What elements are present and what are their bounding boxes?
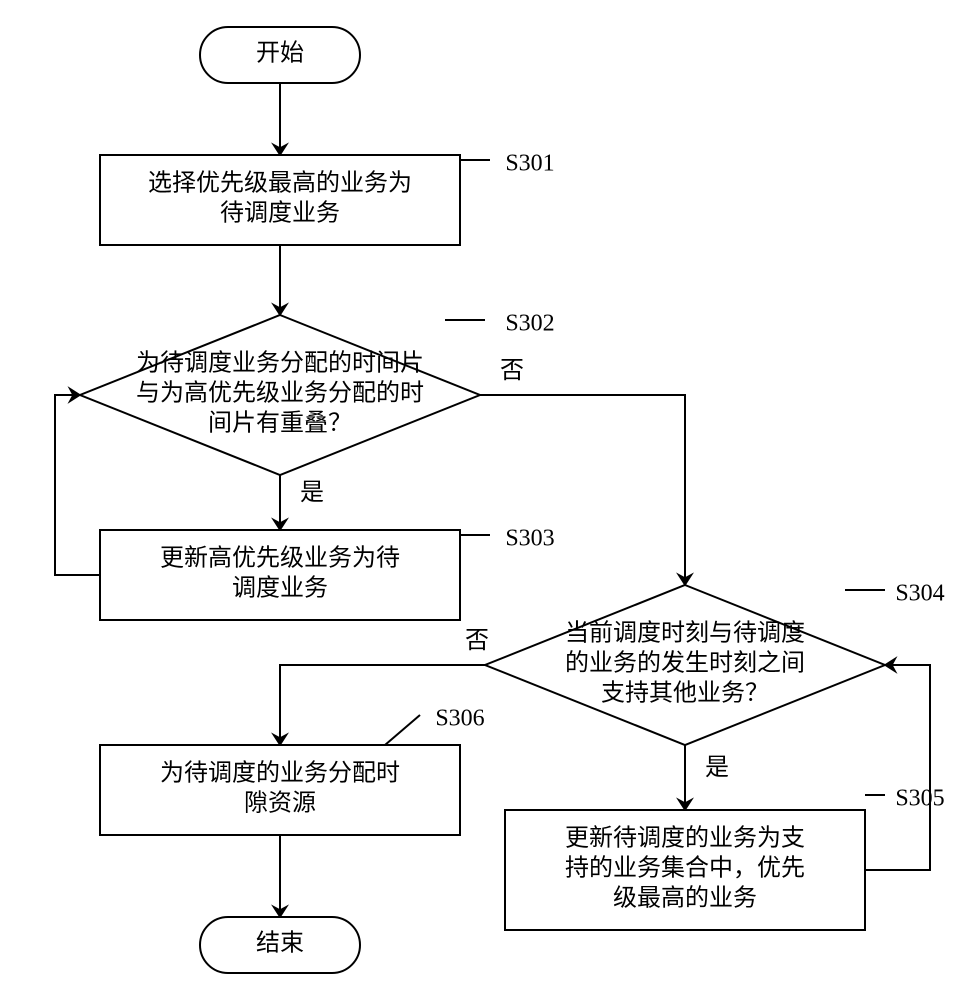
node-text: 为待调度的业务分配时 xyxy=(160,760,400,787)
node-text: 间片有重叠？ xyxy=(208,410,352,437)
edge-label: 否 xyxy=(465,628,489,654)
step-tag: S306 xyxy=(435,706,484,732)
node-text: 更新待调度的业务为支 xyxy=(565,825,805,852)
edge xyxy=(865,665,930,870)
edge xyxy=(55,395,100,575)
step-tag: S301 xyxy=(505,151,554,177)
node-text: 当前调度时刻与待调度 xyxy=(565,620,805,647)
step-tag: S305 xyxy=(895,786,944,812)
edge-label: 是 xyxy=(705,755,729,781)
edge xyxy=(480,395,685,585)
node-text: 级最高的业务 xyxy=(613,885,757,912)
node-text: 更新高优先级业务为待 xyxy=(160,545,400,572)
node-text: 的业务的发生时刻之间 xyxy=(565,650,805,677)
node-text: 持的业务集合中，优先 xyxy=(565,855,805,882)
step-tag: S304 xyxy=(895,581,944,607)
edge-label: 是 xyxy=(300,480,324,506)
node-text: 选择优先级最高的业务为 xyxy=(148,170,412,197)
node-text: 结束 xyxy=(256,930,304,957)
node-text: 开始 xyxy=(256,40,304,67)
node-text: 与为高优先级业务分配的时 xyxy=(136,380,424,407)
tag-connector xyxy=(385,715,420,745)
node-text: 待调度业务 xyxy=(220,200,340,227)
edge-label: 否 xyxy=(500,358,524,384)
node-text: 调度业务 xyxy=(232,575,328,602)
node-text: 为待调度业务分配的时间片 xyxy=(136,350,424,377)
node-text: 隙资源 xyxy=(244,790,316,817)
node-text: 支持其他业务？ xyxy=(601,680,769,707)
step-tag: S302 xyxy=(505,311,554,337)
step-tag: S303 xyxy=(505,526,554,552)
